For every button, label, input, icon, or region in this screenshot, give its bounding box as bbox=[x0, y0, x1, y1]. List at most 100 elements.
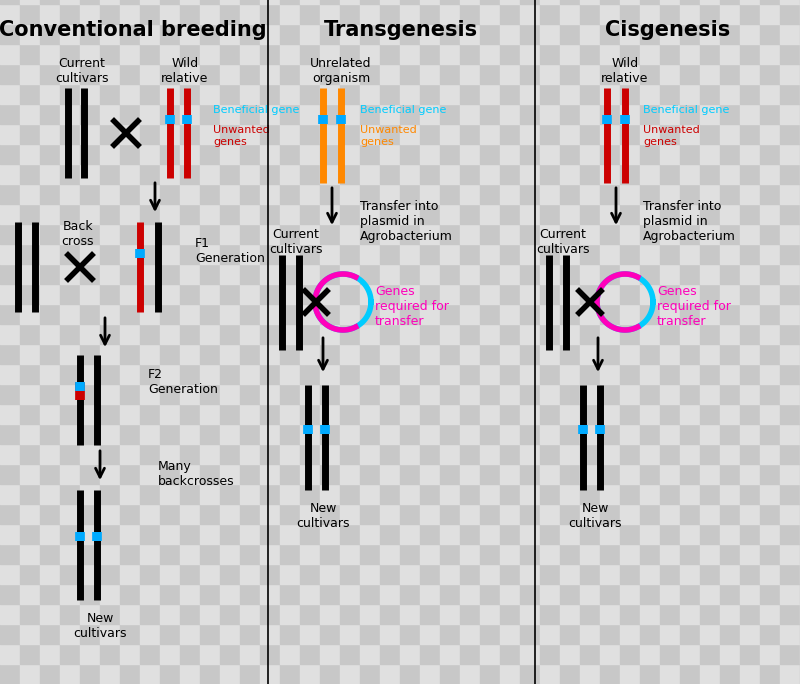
Bar bbox=[560, 404, 580, 424]
Bar bbox=[520, 124, 540, 144]
Bar bbox=[420, 624, 440, 644]
Bar bbox=[300, 204, 320, 224]
Bar bbox=[200, 464, 220, 484]
Bar bbox=[180, 64, 200, 84]
Bar bbox=[460, 664, 480, 684]
Bar bbox=[60, 244, 80, 264]
Bar bbox=[420, 504, 440, 524]
Bar bbox=[760, 584, 780, 604]
Bar bbox=[320, 644, 340, 664]
Bar bbox=[80, 204, 100, 224]
Bar bbox=[420, 544, 440, 564]
Bar bbox=[320, 564, 340, 584]
Bar bbox=[0, 64, 20, 84]
Bar bbox=[580, 164, 600, 184]
Bar bbox=[600, 624, 620, 644]
Bar bbox=[480, 244, 500, 264]
Bar bbox=[80, 504, 100, 524]
Bar bbox=[100, 204, 120, 224]
Bar bbox=[460, 64, 480, 84]
Bar bbox=[640, 584, 660, 604]
Bar bbox=[240, 4, 260, 24]
Bar bbox=[480, 404, 500, 424]
Bar bbox=[680, 24, 700, 44]
Bar bbox=[20, 24, 40, 44]
Bar bbox=[200, 364, 220, 384]
Bar bbox=[440, 464, 460, 484]
Bar bbox=[560, 264, 580, 284]
Bar bbox=[520, 0, 540, 4]
Bar bbox=[300, 184, 320, 204]
Bar bbox=[200, 524, 220, 544]
Bar bbox=[460, 204, 480, 224]
Bar bbox=[360, 164, 380, 184]
Bar bbox=[320, 304, 340, 324]
Bar bbox=[240, 224, 260, 244]
Bar bbox=[560, 304, 580, 324]
Bar bbox=[180, 204, 200, 224]
Bar bbox=[160, 404, 180, 424]
Bar bbox=[780, 524, 800, 544]
Bar bbox=[660, 464, 680, 484]
Bar bbox=[140, 264, 160, 284]
Bar bbox=[140, 204, 160, 224]
Bar bbox=[300, 64, 320, 84]
Bar bbox=[100, 144, 120, 164]
Bar bbox=[580, 24, 600, 44]
Bar bbox=[180, 264, 200, 284]
Bar bbox=[160, 144, 180, 164]
Bar bbox=[480, 584, 500, 604]
Bar bbox=[300, 24, 320, 44]
Bar bbox=[740, 584, 760, 604]
Bar bbox=[460, 0, 480, 4]
Bar bbox=[460, 24, 480, 44]
Bar bbox=[400, 44, 420, 64]
Bar bbox=[520, 664, 540, 684]
Bar bbox=[220, 44, 240, 64]
Bar bbox=[740, 364, 760, 384]
Bar bbox=[200, 44, 220, 64]
Bar bbox=[220, 524, 240, 544]
Bar bbox=[240, 304, 260, 324]
Bar bbox=[460, 264, 480, 284]
Bar bbox=[700, 564, 720, 584]
Bar bbox=[680, 84, 700, 104]
Bar bbox=[640, 424, 660, 444]
Bar bbox=[620, 284, 640, 304]
Bar bbox=[420, 4, 440, 24]
Bar bbox=[640, 284, 660, 304]
Bar bbox=[460, 604, 480, 624]
Bar bbox=[20, 0, 40, 4]
Bar bbox=[400, 144, 420, 164]
Bar bbox=[780, 604, 800, 624]
Bar bbox=[480, 224, 500, 244]
Bar bbox=[80, 384, 100, 404]
Bar bbox=[20, 284, 40, 304]
Bar bbox=[20, 104, 40, 124]
Bar bbox=[700, 344, 720, 364]
Bar bbox=[80, 144, 100, 164]
Bar bbox=[160, 24, 180, 44]
Bar bbox=[100, 624, 120, 644]
Bar bbox=[680, 644, 700, 664]
Bar bbox=[540, 264, 560, 284]
Bar bbox=[360, 4, 380, 24]
Bar bbox=[440, 204, 460, 224]
Bar bbox=[500, 364, 520, 384]
Bar bbox=[160, 444, 180, 464]
Bar bbox=[20, 384, 40, 404]
Bar bbox=[760, 104, 780, 124]
Bar bbox=[700, 244, 720, 264]
Bar bbox=[580, 584, 600, 604]
Bar bbox=[420, 464, 440, 484]
Bar bbox=[700, 144, 720, 164]
Bar bbox=[720, 24, 740, 44]
Bar bbox=[180, 384, 200, 404]
Bar bbox=[60, 484, 80, 504]
Bar bbox=[420, 44, 440, 64]
Bar bbox=[140, 484, 160, 504]
Bar bbox=[360, 224, 380, 244]
Bar bbox=[700, 624, 720, 644]
Bar bbox=[760, 284, 780, 304]
Bar bbox=[540, 24, 560, 44]
